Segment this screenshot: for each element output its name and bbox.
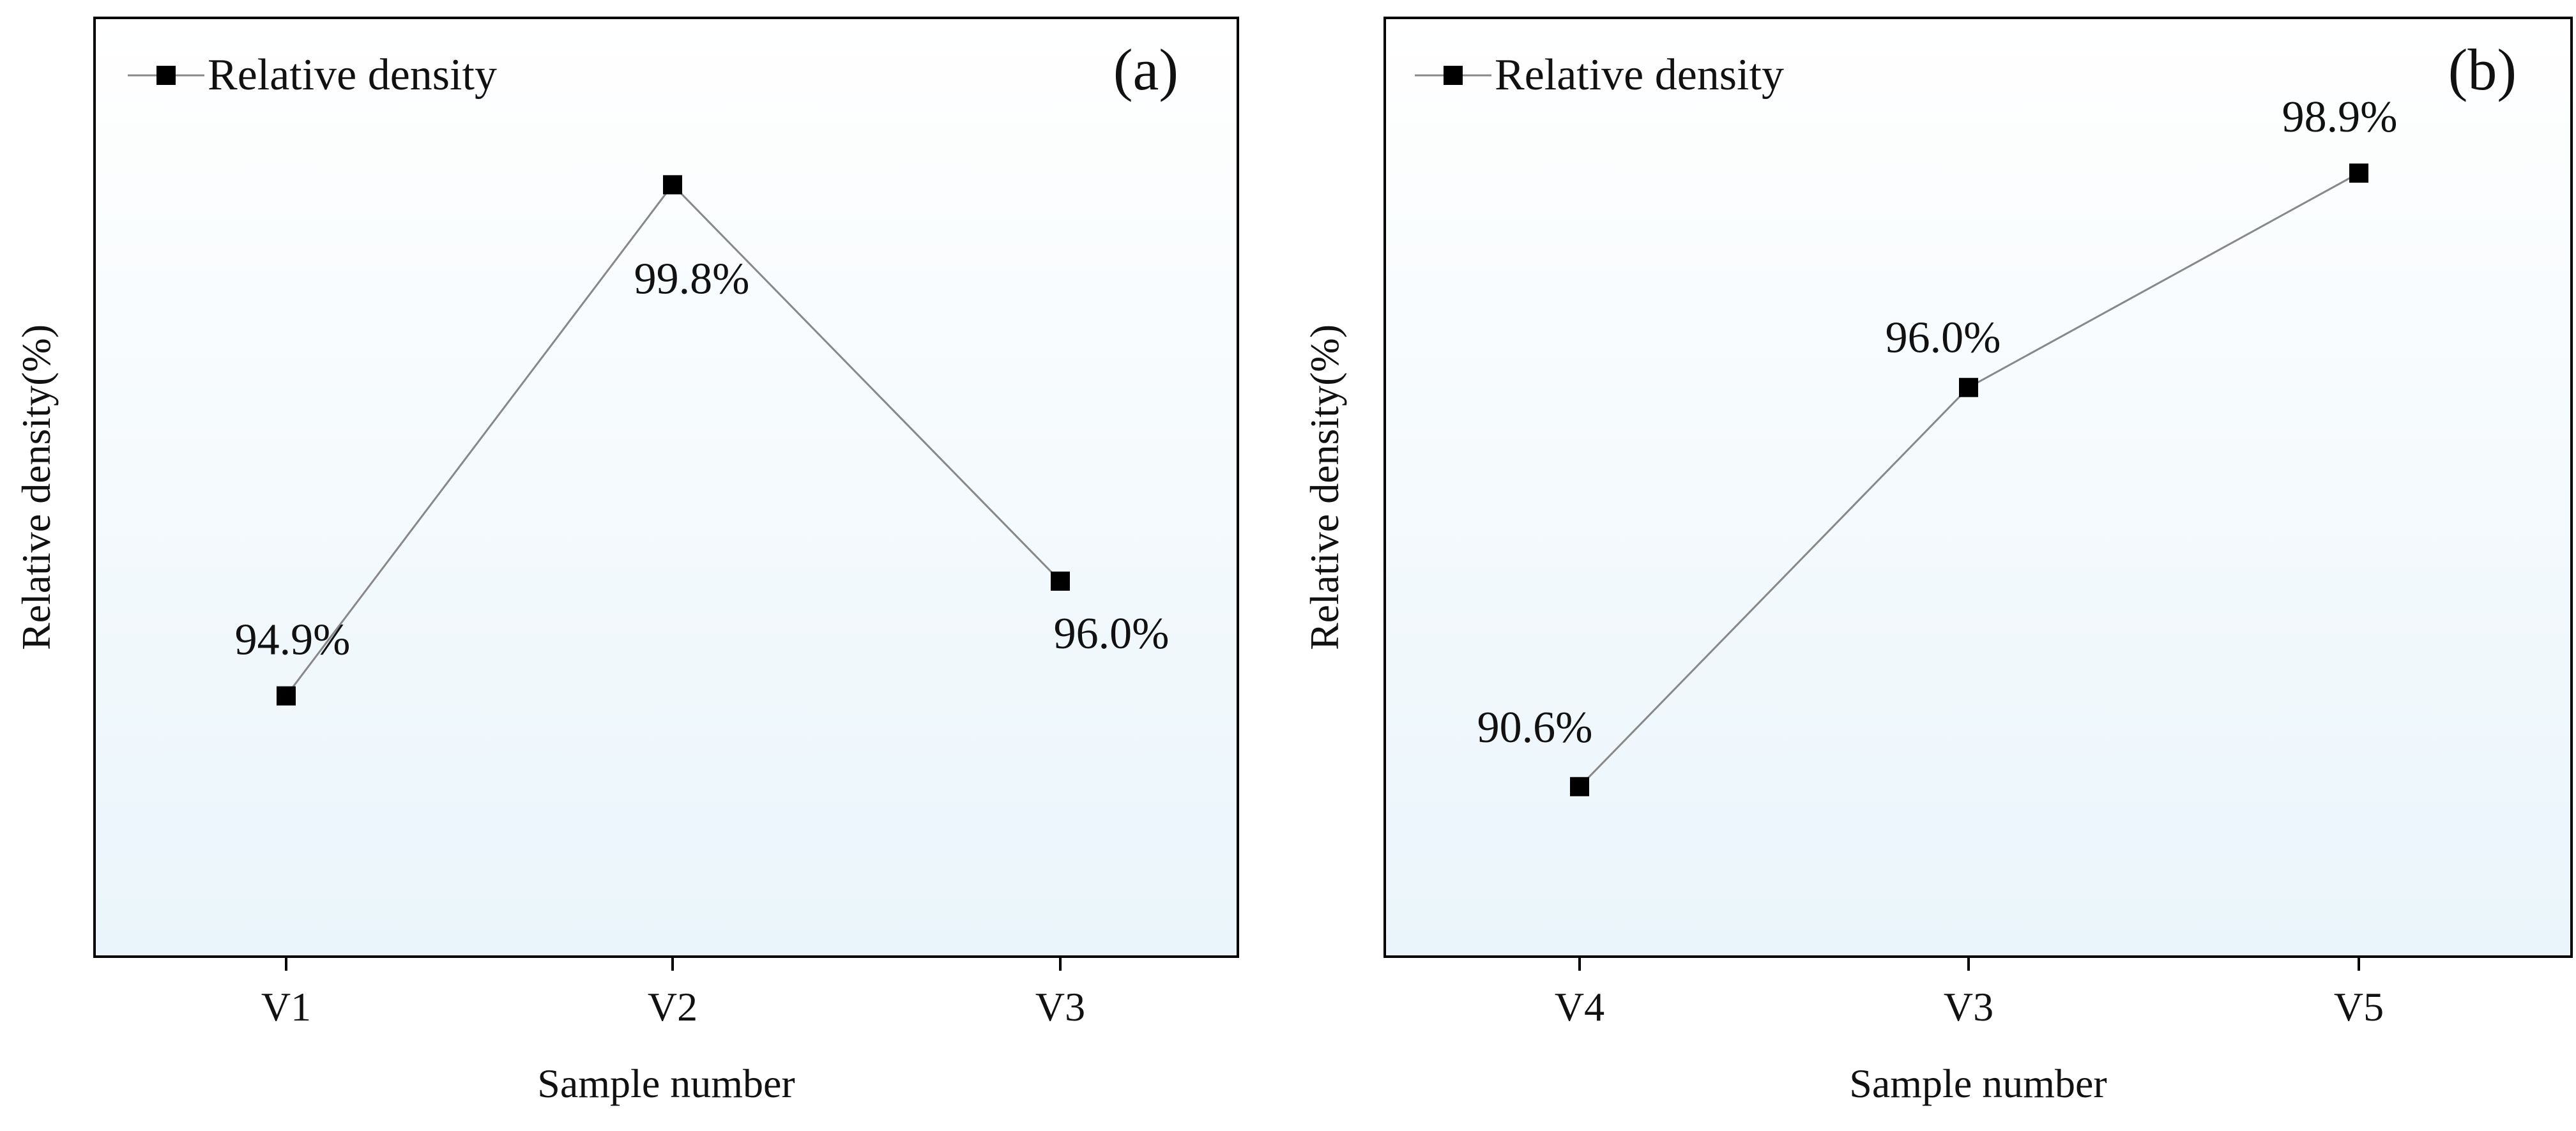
- data-point-marker: [277, 686, 296, 706]
- chart-panel-1: V1 V2 V3 Sample number Relative density(%) 94…: [13, 17, 1239, 1106]
- plot-frame: [93, 17, 1239, 958]
- data-point-marker: [1051, 572, 1070, 591]
- legend: Relative density: [1415, 50, 1784, 100]
- legend-marker: [156, 66, 176, 85]
- data-label: 99.8%: [634, 254, 750, 303]
- x-axis-title: Sample number: [1849, 1061, 2107, 1106]
- x-tick-label: V2: [648, 984, 697, 1029]
- plot-frame: [1383, 17, 2573, 958]
- x-tick-label: V1: [261, 984, 311, 1029]
- data-point-marker: [1959, 377, 1978, 397]
- data-point-marker: [1570, 777, 1589, 796]
- plot-area: [1385, 18, 2572, 957]
- y-axis-title: Relative density(%): [1302, 324, 1347, 650]
- panel-label: (b): [2448, 37, 2517, 102]
- data-label: 90.6%: [1477, 703, 1593, 752]
- data-point-marker: [663, 175, 682, 195]
- legend-label: Relative density: [1495, 50, 1784, 100]
- legend-label: Relative density: [208, 50, 497, 100]
- x-tick-label: V3: [1035, 984, 1085, 1029]
- data-label: 96.0%: [1054, 609, 1170, 658]
- legend: Relative density: [128, 50, 497, 100]
- data-label: 96.0%: [1886, 314, 2001, 363]
- y-axis-title: Relative density(%): [13, 324, 59, 650]
- panel-label: (a): [1113, 37, 1178, 102]
- data-label: 98.9%: [2282, 93, 2398, 142]
- data-point-marker: [2349, 163, 2368, 183]
- x-tick-label: V3: [1944, 984, 1993, 1029]
- x-axis-title: Sample number: [537, 1061, 795, 1106]
- chart-panel-2: V4 V3 V5 Sample number Relative density(%) 90…: [1302, 17, 2573, 1106]
- x-tick-label: V5: [2334, 984, 2384, 1029]
- legend-marker: [1444, 66, 1463, 85]
- plot-area: [95, 18, 1238, 957]
- x-tick-label: V4: [1555, 984, 1604, 1029]
- data-label: 94.9%: [235, 616, 351, 665]
